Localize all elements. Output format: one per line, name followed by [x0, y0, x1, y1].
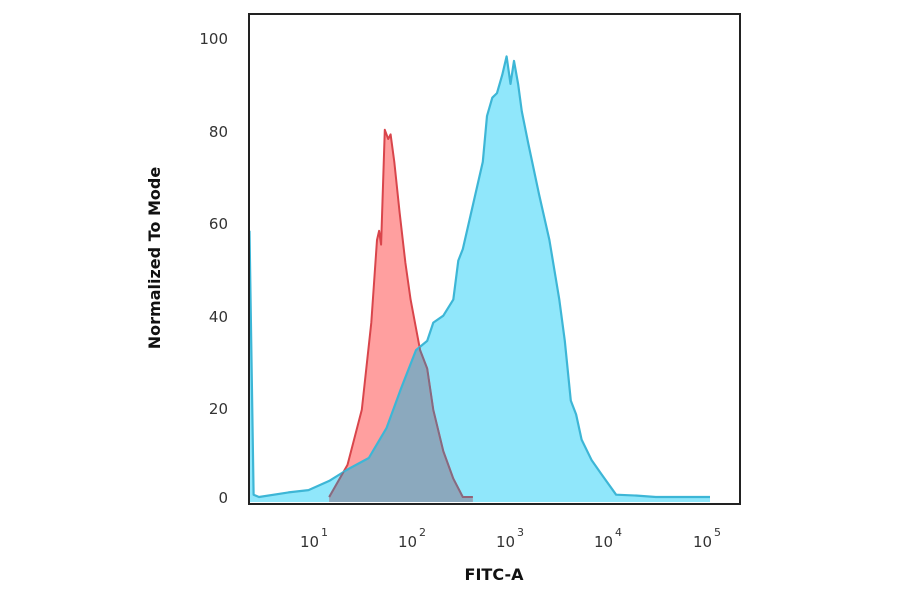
y-tick-20: 20: [209, 400, 228, 418]
blue-histogram-line: [249, 55, 710, 499]
x-tick-10-5: 10 5: [693, 526, 721, 551]
svg-text:3: 3: [517, 526, 524, 539]
y-tick-40: 40: [209, 308, 228, 326]
plot-area: [249, 55, 710, 503]
blue-histogram-area: [249, 56, 710, 503]
y-tick-60: 60: [209, 215, 228, 233]
svg-text:10: 10: [496, 533, 515, 551]
x-tick-10-2: 10 2: [398, 526, 426, 551]
y-tick-100: 100: [199, 30, 228, 48]
svg-text:5: 5: [714, 526, 721, 539]
x-axis-title: FITC-A: [465, 565, 525, 584]
svg-text:4: 4: [615, 526, 622, 539]
svg-text:10: 10: [300, 533, 319, 551]
y-axis-title: Normalized To Mode: [145, 167, 164, 350]
svg-text:10: 10: [693, 533, 712, 551]
svg-text:1: 1: [321, 526, 328, 539]
x-tick-10-4: 10 4: [594, 526, 622, 551]
svg-text:10: 10: [398, 533, 417, 551]
y-tick-80: 80: [209, 123, 228, 141]
svg-text:2: 2: [419, 526, 426, 539]
x-axis-ticks: 10 1 10 2 10 3 10 4 10 5: [300, 526, 721, 551]
y-tick-0: 0: [218, 489, 228, 507]
y-axis-ticks: 100 80 60 40 20 0: [199, 30, 228, 507]
red-histogram-area: [329, 129, 473, 503]
x-tick-10-3: 10 3: [496, 526, 524, 551]
svg-text:10: 10: [594, 533, 613, 551]
plot-frame: [248, 13, 741, 505]
x-tick-10-1: 10 1: [300, 526, 328, 551]
